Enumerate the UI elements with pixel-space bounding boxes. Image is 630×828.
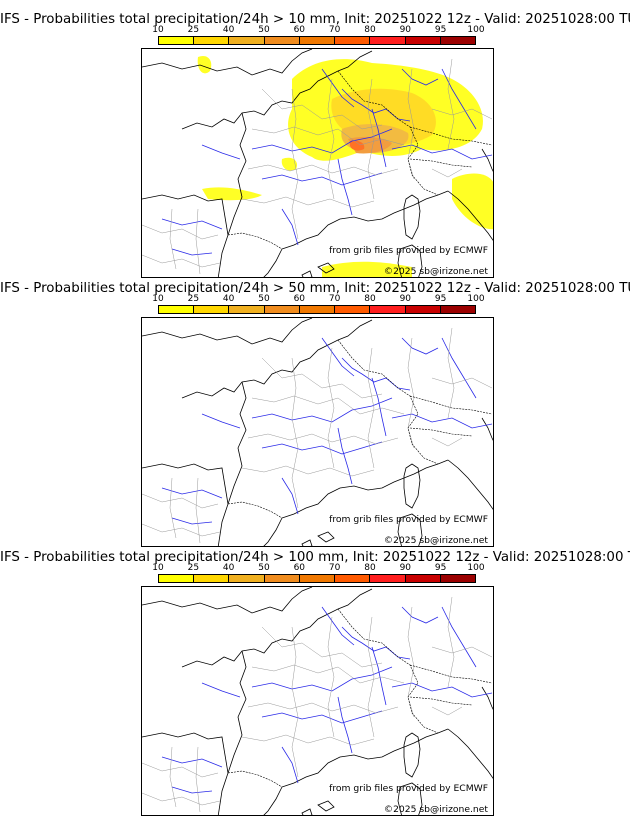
- colorbar-tick: 90: [399, 563, 412, 573]
- colorbar-tick: 25: [187, 25, 200, 35]
- colorbar-segment: [335, 575, 371, 582]
- colorbar-tick: 95: [434, 294, 447, 304]
- colorbar-segment: [370, 575, 406, 582]
- panel-100mm: IFS - Probabilities total precipitation/…: [0, 550, 630, 820]
- colorbar-tick: 100: [467, 563, 485, 573]
- colorbar-tick: 70: [328, 294, 341, 304]
- colorbar-segment: [335, 37, 371, 44]
- panel-title: IFS - Probabilities total precipitation/…: [0, 281, 630, 296]
- colorbar-tick: 50: [258, 294, 270, 304]
- colorbar-tick: 10: [152, 294, 164, 304]
- colorbar-tick: 70: [328, 563, 341, 573]
- copyright: ©2025 sb@irizone.net: [383, 535, 488, 546]
- attribution: from grib files provided by ECMWF: [329, 245, 488, 256]
- colorbar-tick: 50: [258, 25, 270, 35]
- colorbar-segment: [335, 306, 371, 313]
- colorbar-segment: [264, 575, 300, 582]
- colorbar-tick: 10: [152, 25, 164, 35]
- colorbar-tick: 80: [364, 25, 376, 35]
- colorbar: [158, 574, 476, 583]
- colorbar-segment: [264, 37, 300, 44]
- colorbar-tick: 60: [293, 25, 306, 35]
- map-50mm: from grib files provided by ECMWF ©2025 …: [141, 317, 494, 547]
- colorbar-tick: 95: [434, 25, 447, 35]
- colorbar-segment: [370, 306, 406, 313]
- colorbar: [158, 36, 476, 45]
- colorbar-tick: 80: [364, 563, 376, 573]
- colorbar-segment: [370, 37, 406, 44]
- colorbar-segment: [159, 575, 195, 582]
- attribution: from grib files provided by ECMWF: [329, 783, 488, 794]
- colorbar-segment: [405, 37, 441, 44]
- colorbar-segment: [440, 37, 475, 44]
- colorbar-segment: [440, 306, 475, 313]
- colorbar-segment: [299, 306, 336, 313]
- colorbar-segment: [194, 306, 230, 313]
- colorbar-tick: 95: [434, 563, 447, 573]
- panel-title: IFS - Probabilities total precipitation/…: [0, 12, 630, 27]
- colorbar-segment: [264, 306, 300, 313]
- colorbar-labels: 10 25 40 50 60 70 80 90 95 100: [152, 294, 484, 305]
- colorbar-segment: [229, 575, 265, 582]
- colorbar-tick: 25: [187, 294, 200, 304]
- map-100mm: from grib files provided by ECMWF ©2025 …: [141, 586, 494, 816]
- panel-50mm: IFS - Probabilities total precipitation/…: [0, 281, 630, 551]
- map-10mm: from grib files provided by ECMWF ©2025 …: [141, 48, 494, 278]
- colorbar-tick: 60: [293, 294, 306, 304]
- panel-10mm: IFS - Probabilities total precipitation/…: [0, 12, 630, 282]
- colorbar-segment: [299, 37, 336, 44]
- colorbar-tick: 90: [399, 294, 412, 304]
- colorbar-segment: [440, 575, 475, 582]
- colorbar-segment: [299, 575, 336, 582]
- attribution: from grib files provided by ECMWF: [329, 514, 488, 525]
- colorbar-segment: [159, 306, 195, 313]
- colorbar-tick: 60: [293, 563, 306, 573]
- copyright: ©2025 sb@irizone.net: [383, 804, 488, 815]
- panel-title: IFS - Probabilities total precipitation/…: [0, 550, 630, 565]
- colorbar-tick: 90: [399, 25, 412, 35]
- colorbar-tick: 40: [222, 563, 235, 573]
- colorbar-tick: 40: [222, 294, 235, 304]
- colorbar-tick: 100: [467, 25, 485, 35]
- colorbar-segment: [405, 575, 441, 582]
- colorbar-tick: 40: [222, 25, 235, 35]
- colorbar-tick: 70: [328, 25, 341, 35]
- colorbar-tick: 25: [187, 563, 200, 573]
- colorbar-tick: 80: [364, 294, 376, 304]
- colorbar-labels: 10 25 40 50 60 70 80 90 95 100: [152, 563, 484, 574]
- colorbar-tick: 10: [152, 563, 164, 573]
- colorbar-segment: [405, 306, 441, 313]
- colorbar-segment: [229, 306, 265, 313]
- colorbar-labels: 10 25 40 50 60 70 80 90 95 100: [152, 25, 484, 36]
- precip-probability-overlay: [197, 55, 493, 277]
- colorbar-tick: 100: [467, 294, 485, 304]
- colorbar-segment: [194, 37, 230, 44]
- colorbar-segment: [229, 37, 265, 44]
- colorbar: [158, 305, 476, 314]
- colorbar-segment: [159, 37, 195, 44]
- colorbar-segment: [194, 575, 230, 582]
- copyright: ©2025 sb@irizone.net: [383, 266, 488, 277]
- colorbar-tick: 50: [258, 563, 270, 573]
